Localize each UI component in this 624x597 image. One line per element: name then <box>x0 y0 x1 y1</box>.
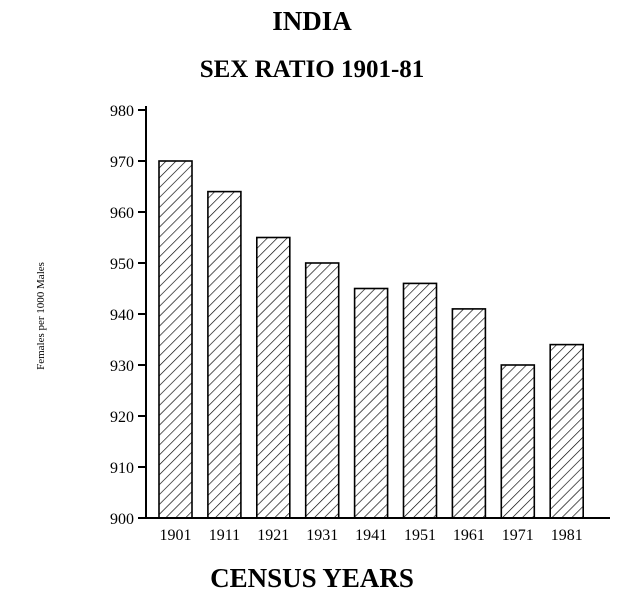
x-tick-label: 1951 <box>404 527 436 544</box>
x-tick-label: 1971 <box>502 527 534 544</box>
bar-1941 <box>353 287 389 519</box>
y-tick-label: 980 <box>110 103 134 120</box>
x-tick-label: 1911 <box>209 527 240 544</box>
bar-1951 <box>402 282 438 519</box>
y-tick-label: 950 <box>110 256 134 273</box>
y-tick-label: 900 <box>110 511 134 528</box>
bar-1921 <box>255 236 291 519</box>
x-tick-label: 1941 <box>355 527 387 544</box>
chart-subtitle: SEX RATIO 1901-81 <box>199 56 425 83</box>
x-tick-label: 1981 <box>551 527 583 544</box>
x-tick-label: 1901 <box>160 527 192 544</box>
y-tick-label: 920 <box>110 409 134 426</box>
x-axis-label: CENSUS YEARS <box>210 563 414 593</box>
y-tick-label: 940 <box>110 307 134 324</box>
y-axis-label: Females per 1000 Males <box>35 262 47 370</box>
x-tick-label: 1961 <box>453 527 485 544</box>
y-tick-label: 970 <box>110 154 134 171</box>
y-tick-label: 960 <box>110 205 134 222</box>
bar-1931 <box>304 262 340 519</box>
y-tick-label: 910 <box>110 460 134 477</box>
y-tick-label: 930 <box>110 358 134 375</box>
x-tick-label: 1931 <box>306 527 338 544</box>
x-tick-label: 1921 <box>257 527 289 544</box>
chart-title: INDIA <box>272 6 352 36</box>
bar-1911 <box>207 190 242 519</box>
bar-1961 <box>451 308 487 519</box>
bar-1981 <box>549 343 585 519</box>
bar-1971 <box>500 364 536 519</box>
bar-1901 <box>158 160 193 519</box>
